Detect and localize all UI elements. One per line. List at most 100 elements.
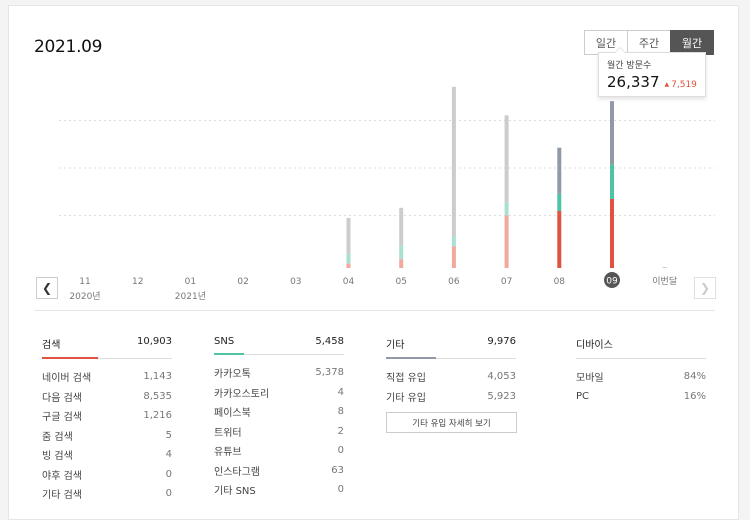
row-label: 직접 유입 [386, 373, 426, 385]
bar-09-1 [610, 164, 614, 199]
monthly-visits-tooltip: 월간 방문수 26,337 7,519 [598, 47, 706, 97]
list-item: PC 16% [576, 387, 706, 407]
visits-bar-chart: 11 2020년 12 01 2021년 02 03 04 05 06 07 08 09 이번달 [59, 86, 715, 302]
visit-stats-card: 2021.09 일간 주간 월간 11 2020년 12 01 2021년 02 03 04 0… [8, 5, 739, 520]
list-item: 인스타그램 63 [214, 461, 344, 481]
device-section-title: 디바이스 [576, 340, 613, 351]
row-value: 4 [337, 386, 344, 398]
row-value: 0 [165, 468, 172, 480]
x-tick-label: 02 [237, 277, 248, 287]
list-item: 빙 검색 4 [42, 445, 172, 465]
row-label: 인스타그램 [214, 466, 260, 478]
x-tick-label: 11 [79, 277, 90, 287]
list-item: 줌 검색 5 [42, 426, 172, 446]
bar-06-1 [451, 236, 456, 247]
period-title: 2021.09 [34, 37, 103, 57]
bar-07-1 [504, 202, 509, 216]
row-label: 기타 검색 [42, 490, 82, 502]
list-item: 구글 검색 1,216 [42, 406, 172, 426]
row-label: 다음 검색 [42, 392, 82, 404]
list-item: 기타 유입 5,923 [386, 387, 516, 407]
x-year-label: 2020년 [69, 291, 100, 302]
list-item: 기타 검색 0 [42, 484, 172, 504]
chevron-left-icon: ❮ [41, 281, 53, 295]
row-label: 모바일 [576, 373, 604, 385]
list-item: 모바일 84% [576, 367, 706, 387]
row-value: 16% [683, 390, 706, 402]
list-item: 네이버 검색 1,143 [42, 367, 172, 387]
bar-06-0 [451, 246, 456, 268]
row-label: 구글 검색 [42, 412, 82, 424]
x-tick-label: 04 [343, 277, 355, 287]
x-tick-label: 01 [185, 277, 196, 287]
bar-05-1 [399, 245, 404, 260]
row-label: 카카오스토리 [214, 388, 270, 400]
x-tick-label: 09 [606, 277, 618, 287]
row-value: 5,923 [487, 390, 516, 402]
bar-08-1 [557, 193, 562, 211]
x-tick-label: 06 [448, 277, 460, 287]
tooltip-delta: 7,519 [665, 80, 697, 90]
row-label: 기타 유입 [386, 392, 426, 404]
row-label: 카카오톡 [214, 369, 251, 381]
row-value: 0 [337, 484, 344, 496]
bar-06-2 [451, 86, 456, 237]
other-inflow-detail-button[interactable]: 기타 유입 자세히 보기 [386, 412, 517, 433]
other-accent-bar [386, 357, 436, 359]
row-label: 유튜브 [214, 447, 242, 459]
x-tick-label: 12 [132, 277, 143, 287]
x-tick-label: 05 [395, 277, 406, 287]
bar-08-0 [557, 211, 562, 268]
bar-08-2 [557, 147, 562, 194]
bar-09-0 [610, 198, 614, 268]
row-label: 줌 검색 [42, 431, 73, 443]
list-item: 다음 검색 8,535 [42, 387, 172, 407]
row-value: 8,535 [143, 390, 172, 402]
bar-09-2 [610, 101, 614, 165]
other-section-total: 9,976 [487, 336, 516, 347]
list-item: 카카오스토리 4 [214, 383, 344, 403]
section-divider [34, 310, 715, 311]
row-value: 8 [337, 406, 344, 418]
row-value: 5,378 [315, 367, 344, 379]
row-label: 야후 검색 [42, 470, 82, 482]
list-item: 페이스북 8 [214, 402, 344, 422]
sns-accent-bar [214, 353, 244, 355]
search-section-title: 검색 [42, 340, 61, 351]
list-item: 야후 검색 0 [42, 465, 172, 485]
row-label: 트위터 [214, 427, 242, 439]
tooltip-label: 월간 방문수 [607, 61, 652, 71]
other-section-title: 기타 [386, 340, 405, 351]
chevron-right-icon: ❯ [699, 281, 711, 295]
tooltip-value: 26,337 [607, 73, 660, 91]
device-section: 디바이스 모바일 84% PC 16% [576, 336, 706, 406]
list-item: 카카오톡 5,378 [214, 363, 344, 383]
bar-05-2 [399, 207, 404, 246]
next-period-button[interactable]: ❯ [694, 277, 716, 299]
other-section: 기타 9,976 직접 유입 4,053 기타 유입 5,923 기타 유입 자세히… [386, 336, 517, 433]
bar-04-0 [346, 263, 351, 268]
search-section: 검색 10,903 네이버 검색 1,143 다음 검색 8,535 구글 검색 1,… [42, 336, 172, 504]
row-value: 5 [165, 429, 172, 441]
sns-section: SNS 5,458 카카오톡 5,378 카카오스토리 4 페이스북 8 트위터 2 유… [214, 336, 344, 500]
list-item: 기타 SNS 0 [214, 480, 344, 500]
row-label: 페이스북 [214, 408, 251, 420]
x-tick-label: 07 [501, 277, 512, 287]
bar-07-2 [504, 115, 509, 203]
row-value: 63 [331, 464, 344, 476]
list-item: 직접 유입 4,053 [386, 367, 516, 387]
row-label: PC [576, 390, 590, 402]
bar-current-month [662, 267, 667, 268]
x-year-label: 2021년 [175, 291, 206, 302]
bar-04-2 [346, 217, 351, 253]
row-value: 0 [165, 488, 172, 500]
row-value: 4,053 [487, 371, 516, 383]
row-value: 1,143 [143, 371, 172, 383]
row-value: 4 [165, 449, 172, 461]
selected-month-marker [604, 272, 620, 288]
list-item: 유튜브 0 [214, 441, 344, 461]
list-item: 트위터 2 [214, 422, 344, 442]
bar-07-0 [504, 215, 509, 268]
prev-period-button[interactable]: ❮ [36, 277, 58, 299]
row-value: 0 [337, 445, 344, 457]
